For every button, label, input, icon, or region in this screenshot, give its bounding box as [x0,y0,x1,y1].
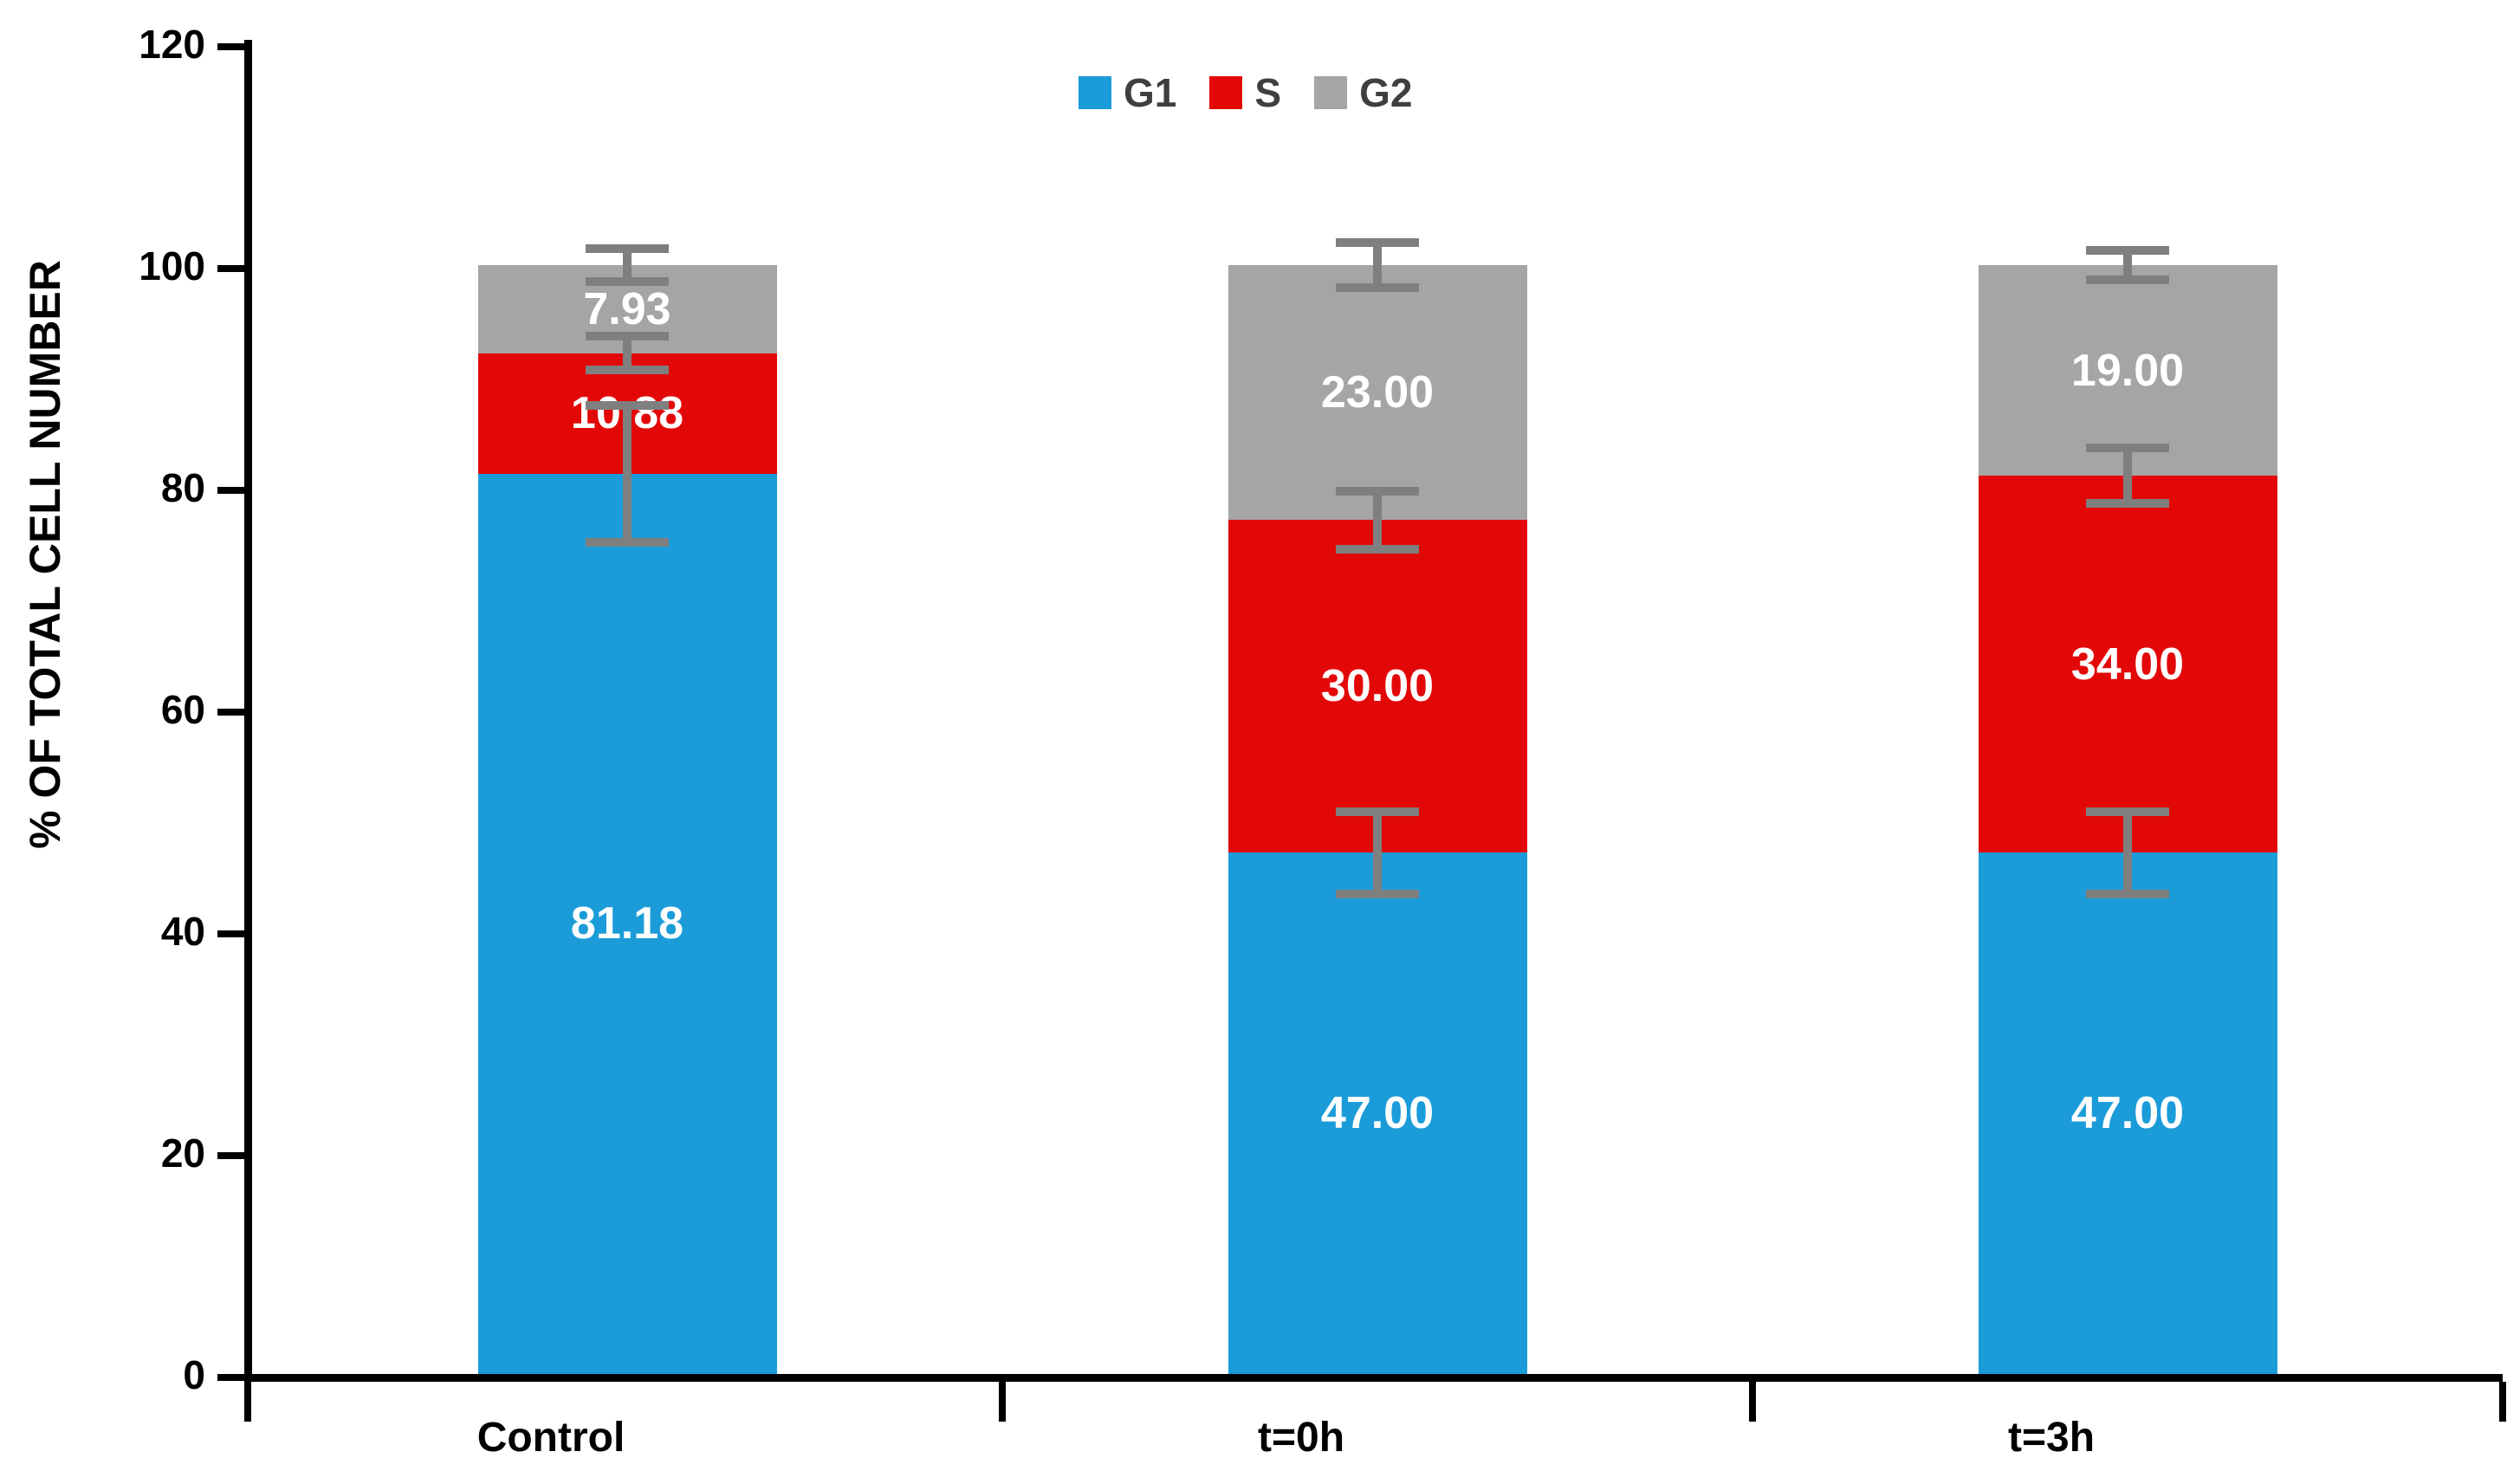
x-axis-tick [2499,1382,2506,1422]
y-axis-tick [217,1152,252,1159]
error-bar-line [1373,812,1382,894]
error-bar-line [2123,250,2132,280]
legend-label-s: S [1254,70,1282,115]
y-axis-tick [217,43,252,50]
y-tick-label: 120 [139,22,205,67]
error-bar-cap-bottom [586,277,669,287]
error-bar-cap-bottom [2086,275,2169,284]
legend-item-g1: G1 [1079,73,1176,113]
bar-segment-g2-2 [1228,265,1527,521]
x-axis-line [244,1374,2503,1382]
y-axis-tick [217,1374,252,1381]
bar-label-g2-3: 19.00 [2070,345,2185,396]
bar-label-g2-2: 23.00 [1320,367,1435,418]
error-bar-line [1373,491,1382,549]
bar-label-s-2: 30.00 [1320,661,1435,712]
y-tick-label: 40 [160,909,205,954]
error-bar-cap-top [1336,807,1419,817]
y-axis-tick [217,709,252,716]
error-bar-cap-bottom [1336,889,1419,898]
bar-label-s-3: 34.00 [2070,638,2185,690]
y-tick-label: 20 [160,1131,205,1176]
legend-item-g2: G2 [1314,73,1412,113]
bar-segment-g1-1 [477,473,777,1374]
legend-label-g2: G2 [1359,70,1413,115]
error-bar-line [623,248,632,282]
error-bar-cap-bottom [586,365,669,374]
error-bar-cap-bottom [2086,889,2169,898]
bar-label-g1-2: 47.00 [1320,1088,1435,1139]
bar-label-g2-1: 7.93 [583,283,671,334]
y-tick-label: 100 [139,243,205,288]
error-bar-line [2123,812,2132,894]
error-bar-cap-top [2086,444,2169,453]
category-label-3: t=3h [2007,1415,2096,1461]
error-bar-cap-top [586,332,669,341]
error-bar-cap-top [586,400,669,410]
legend-swatch-s [1209,76,1243,109]
error-bar-line [623,405,632,543]
error-bar-cap-bottom [1336,282,1419,292]
category-label-2: t=0h [1257,1415,1345,1461]
error-bar-cap-top [1336,487,1419,496]
legend: G1 S G2 [1079,73,1412,113]
error-bar-line [2123,448,2132,504]
x-axis-tick [244,1382,251,1422]
y-axis-tick [217,930,252,937]
error-bar-cap-bottom [2086,499,2169,509]
bar-segment-g1-3 [1978,852,2277,1374]
bar-label-g1-1: 81.18 [570,898,684,949]
y-axis-tick [217,487,252,494]
legend-swatch-g1 [1079,76,1111,109]
bar-segment-g2-3 [1978,265,2277,476]
error-bar-cap-bottom [1336,544,1419,554]
x-axis-tick [1749,1382,1756,1422]
legend-item-s: S [1209,73,1281,113]
bar-segment-g1-2 [1228,852,1527,1374]
error-bar-cap-top [2086,807,2169,817]
bar-segment-s-2 [1228,520,1527,853]
bar-segment-s-3 [1978,476,2277,853]
category-label-1: Control [476,1415,625,1461]
y-axis-title: % OF TOTAL CELL NUMBER [21,260,69,849]
y-tick-label: 80 [160,465,205,510]
error-bar-cap-top [586,243,669,253]
y-axis-tick [217,265,252,272]
legend-swatch-g2 [1314,76,1348,109]
y-tick-label: 0 [183,1352,205,1397]
error-bar-cap-bottom [586,538,669,548]
x-axis-tick [999,1382,1006,1422]
error-bar-cap-top [2086,246,2169,256]
error-bar-cap-top [1336,238,1419,248]
bar-label-g1-3: 47.00 [2070,1088,2185,1139]
error-bar-line [1373,243,1382,288]
legend-label-g1: G1 [1124,70,1177,115]
error-bar-line [623,336,632,370]
y-tick-label: 60 [160,687,205,732]
